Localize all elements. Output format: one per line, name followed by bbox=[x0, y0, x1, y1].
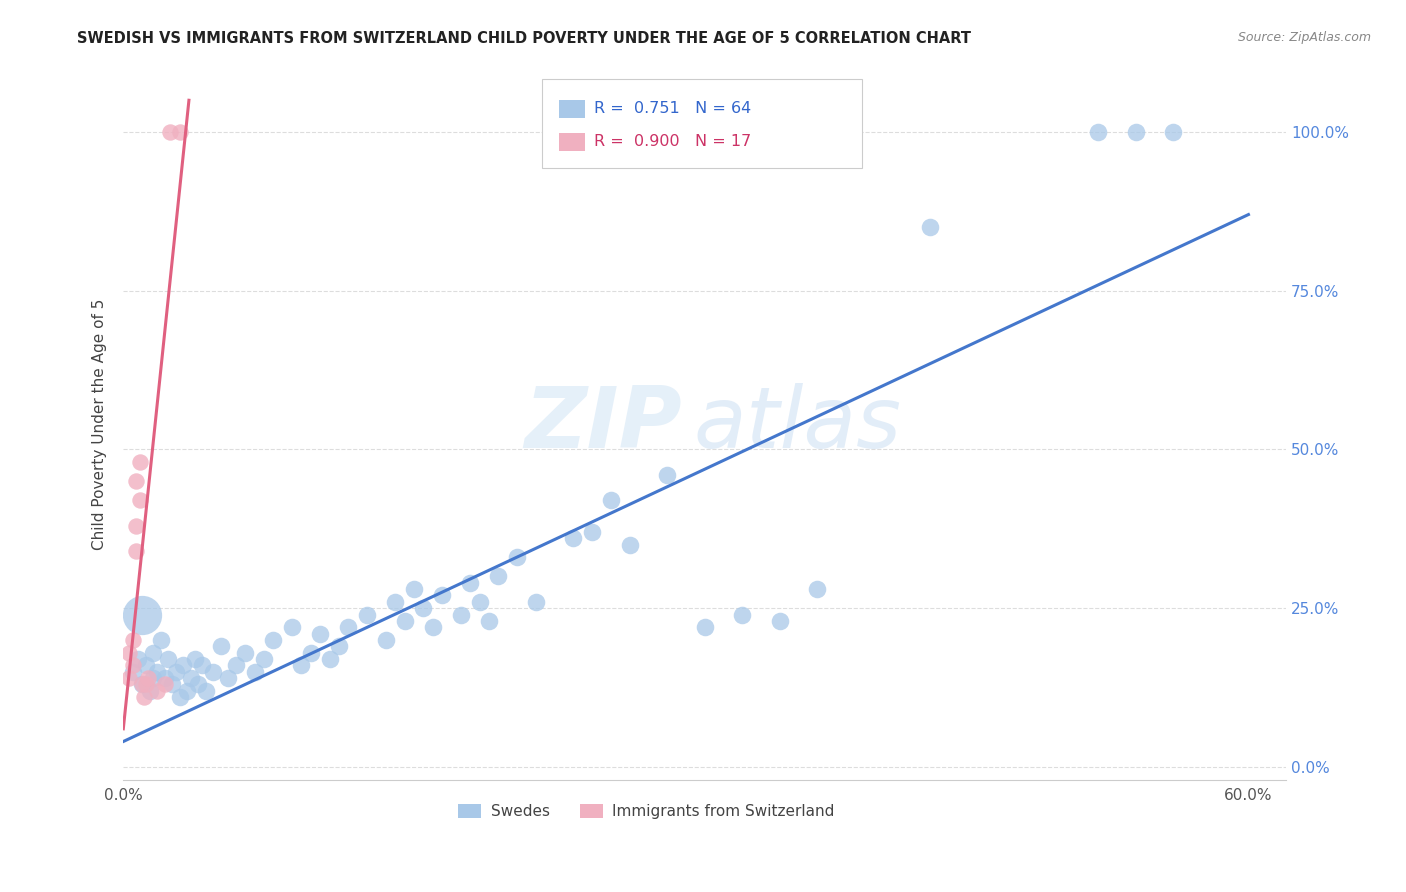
Point bbox=[562, 532, 585, 546]
Point bbox=[172, 658, 194, 673]
Point bbox=[422, 620, 444, 634]
Point bbox=[217, 671, 239, 685]
Point bbox=[142, 671, 165, 685]
Point bbox=[121, 665, 143, 679]
Point bbox=[157, 652, 180, 666]
Point bbox=[506, 550, 529, 565]
Point bbox=[468, 595, 491, 609]
Point bbox=[655, 467, 678, 482]
Text: R =  0.900   N = 17: R = 0.900 N = 17 bbox=[595, 134, 751, 149]
FancyBboxPatch shape bbox=[560, 101, 585, 118]
Point bbox=[138, 683, 160, 698]
Point bbox=[129, 455, 152, 469]
Point bbox=[127, 652, 149, 666]
Point bbox=[299, 646, 322, 660]
Point bbox=[262, 632, 284, 647]
Text: Source: ZipAtlas.com: Source: ZipAtlas.com bbox=[1237, 31, 1371, 45]
Point bbox=[125, 544, 148, 558]
Point bbox=[153, 677, 176, 691]
Point bbox=[524, 595, 547, 609]
Point bbox=[1087, 125, 1109, 139]
Point bbox=[183, 652, 205, 666]
Point bbox=[356, 607, 378, 622]
Point bbox=[142, 646, 165, 660]
Point bbox=[159, 125, 181, 139]
Point bbox=[806, 582, 828, 596]
Point bbox=[731, 607, 754, 622]
Point bbox=[131, 607, 153, 622]
Point bbox=[478, 614, 501, 628]
Point bbox=[309, 626, 332, 640]
Text: R =  0.751   N = 64: R = 0.751 N = 64 bbox=[595, 102, 751, 117]
Point bbox=[165, 665, 187, 679]
Point bbox=[769, 614, 792, 628]
Point bbox=[176, 683, 198, 698]
Point bbox=[374, 632, 396, 647]
Point bbox=[191, 658, 214, 673]
Point bbox=[135, 658, 157, 673]
Point bbox=[394, 614, 416, 628]
Text: ZIP: ZIP bbox=[524, 383, 682, 466]
Point bbox=[225, 658, 247, 673]
Point bbox=[599, 493, 621, 508]
FancyBboxPatch shape bbox=[541, 79, 862, 168]
Point bbox=[328, 640, 350, 654]
Point bbox=[202, 665, 225, 679]
Point bbox=[430, 589, 453, 603]
Point bbox=[180, 671, 202, 685]
Point bbox=[581, 524, 603, 539]
Point bbox=[118, 646, 141, 660]
Point bbox=[129, 493, 152, 508]
Point bbox=[187, 677, 209, 691]
Point bbox=[486, 569, 509, 583]
Point bbox=[243, 665, 266, 679]
Point bbox=[233, 646, 256, 660]
Point bbox=[131, 677, 153, 691]
Point bbox=[450, 607, 472, 622]
Y-axis label: Child Poverty Under the Age of 5: Child Poverty Under the Age of 5 bbox=[93, 299, 107, 549]
Point bbox=[146, 665, 169, 679]
Point bbox=[412, 601, 434, 615]
Point bbox=[135, 677, 157, 691]
Point bbox=[402, 582, 425, 596]
Legend: Swedes, Immigrants from Switzerland: Swedes, Immigrants from Switzerland bbox=[453, 798, 841, 825]
Point bbox=[281, 620, 304, 634]
Point bbox=[384, 595, 406, 609]
Point bbox=[125, 474, 148, 488]
Point bbox=[131, 677, 153, 691]
Point bbox=[125, 518, 148, 533]
Text: SWEDISH VS IMMIGRANTS FROM SWITZERLAND CHILD POVERTY UNDER THE AGE OF 5 CORRELAT: SWEDISH VS IMMIGRANTS FROM SWITZERLAND C… bbox=[77, 31, 972, 46]
Point bbox=[918, 220, 941, 235]
Point bbox=[1163, 125, 1185, 139]
Point bbox=[337, 620, 360, 634]
Text: atlas: atlas bbox=[693, 383, 901, 466]
Point bbox=[132, 690, 155, 704]
Point bbox=[209, 640, 232, 654]
Point bbox=[318, 652, 340, 666]
Point bbox=[118, 671, 141, 685]
FancyBboxPatch shape bbox=[560, 133, 585, 151]
Point bbox=[253, 652, 276, 666]
Point bbox=[121, 658, 143, 673]
Point bbox=[619, 538, 641, 552]
Point bbox=[121, 632, 143, 647]
Point bbox=[290, 658, 312, 673]
Point bbox=[194, 683, 217, 698]
Point bbox=[136, 671, 159, 685]
Point bbox=[160, 677, 183, 691]
Point bbox=[146, 683, 169, 698]
Point bbox=[153, 671, 176, 685]
Point bbox=[693, 620, 716, 634]
Point bbox=[169, 690, 191, 704]
Point bbox=[1125, 125, 1147, 139]
Point bbox=[149, 632, 172, 647]
Point bbox=[458, 575, 481, 590]
Point bbox=[169, 125, 191, 139]
